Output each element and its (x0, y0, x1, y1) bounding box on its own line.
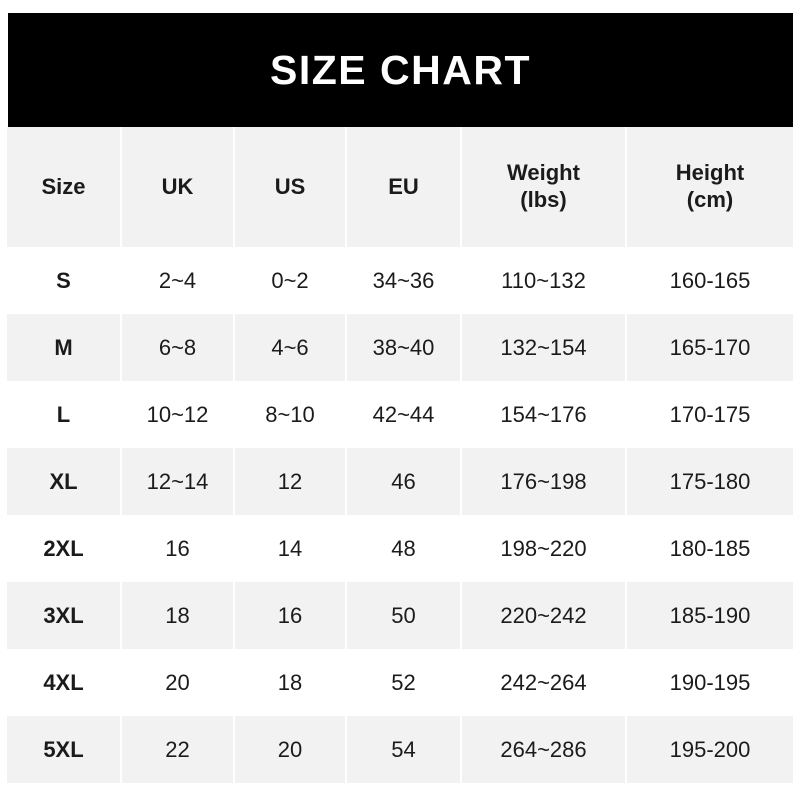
table-row: 4XL 20 18 52 242~264 190-195 (7, 649, 793, 716)
cell-us: 4~6 (233, 314, 347, 381)
column-header-height-label: Height (675, 160, 745, 186)
cell-size: 3XL (7, 582, 122, 649)
table-row: 5XL 22 20 54 264~286 195-200 (7, 716, 793, 783)
cell-height: 190-195 (625, 649, 793, 716)
title-banner: SIZE CHART (8, 13, 793, 127)
cell-height: 180-185 (625, 515, 793, 582)
cell-height: 185-190 (625, 582, 793, 649)
cell-height: 165-170 (625, 314, 793, 381)
cell-size: XL (7, 448, 122, 515)
page-title: SIZE CHART (270, 46, 531, 93)
cell-eu: 48 (345, 515, 462, 582)
cell-uk: 18 (120, 582, 235, 649)
table-row: XL 12~14 12 46 176~198 175-180 (7, 448, 793, 515)
cell-us: 8~10 (233, 381, 347, 448)
table-row: S 2~4 0~2 34~36 110~132 160-165 (7, 247, 793, 314)
cell-eu: 52 (345, 649, 462, 716)
size-chart-table: Size UK US EU Weight (lbs) Height (cm) (7, 127, 793, 783)
cell-size: M (7, 314, 122, 381)
cell-height: 170-175 (625, 381, 793, 448)
cell-weight: 198~220 (460, 515, 627, 582)
column-header-uk: UK (120, 127, 235, 247)
column-header-eu-label: EU (388, 173, 419, 199)
column-header-weight-label: Weight (507, 160, 580, 186)
cell-uk: 22 (120, 716, 235, 783)
cell-height: 175-180 (625, 448, 793, 515)
cell-weight: 176~198 (460, 448, 627, 515)
column-header-height: Height (cm) (625, 127, 793, 247)
cell-eu: 46 (345, 448, 462, 515)
table-header: Size UK US EU Weight (lbs) Height (cm) (7, 127, 793, 247)
cell-size: S (7, 247, 122, 314)
cell-uk: 2~4 (120, 247, 235, 314)
cell-size: 4XL (7, 649, 122, 716)
cell-eu: 50 (345, 582, 462, 649)
column-header-size-label: Size (41, 173, 86, 199)
cell-uk: 12~14 (120, 448, 235, 515)
cell-eu: 38~40 (345, 314, 462, 381)
cell-weight: 154~176 (460, 381, 627, 448)
column-header-height-unit: (cm) (686, 187, 734, 212)
cell-us: 12 (233, 448, 347, 515)
cell-weight: 132~154 (460, 314, 627, 381)
column-header-weight: Weight (lbs) (460, 127, 627, 247)
cell-us: 16 (233, 582, 347, 649)
column-header-size: Size (7, 127, 122, 247)
cell-uk: 10~12 (120, 381, 235, 448)
cell-uk: 16 (120, 515, 235, 582)
cell-weight: 110~132 (460, 247, 627, 314)
table-row: M 6~8 4~6 38~40 132~154 165-170 (7, 314, 793, 381)
column-header-weight-unit: (lbs) (520, 187, 567, 212)
column-header-us: US (233, 127, 347, 247)
cell-eu: 42~44 (345, 381, 462, 448)
cell-us: 0~2 (233, 247, 347, 314)
cell-us: 20 (233, 716, 347, 783)
cell-weight: 220~242 (460, 582, 627, 649)
cell-eu: 34~36 (345, 247, 462, 314)
table-header-row: Size UK US EU Weight (lbs) Height (cm) (7, 127, 793, 247)
cell-us: 14 (233, 515, 347, 582)
cell-weight: 242~264 (460, 649, 627, 716)
cell-eu: 54 (345, 716, 462, 783)
table-row: L 10~12 8~10 42~44 154~176 170-175 (7, 381, 793, 448)
cell-height: 195-200 (625, 716, 793, 783)
table-row: 2XL 16 14 48 198~220 180-185 (7, 515, 793, 582)
cell-size: L (7, 381, 122, 448)
column-header-eu: EU (345, 127, 462, 247)
table-row: 3XL 18 16 50 220~242 185-190 (7, 582, 793, 649)
table-body: S 2~4 0~2 34~36 110~132 160-165 M 6~8 4~… (7, 247, 793, 783)
cell-weight: 264~286 (460, 716, 627, 783)
cell-us: 18 (233, 649, 347, 716)
cell-height: 160-165 (625, 247, 793, 314)
cell-uk: 20 (120, 649, 235, 716)
cell-size: 2XL (7, 515, 122, 582)
cell-uk: 6~8 (120, 314, 235, 381)
column-header-uk-label: UK (161, 173, 194, 199)
column-header-us-label: US (274, 173, 306, 199)
cell-size: 5XL (7, 716, 122, 783)
